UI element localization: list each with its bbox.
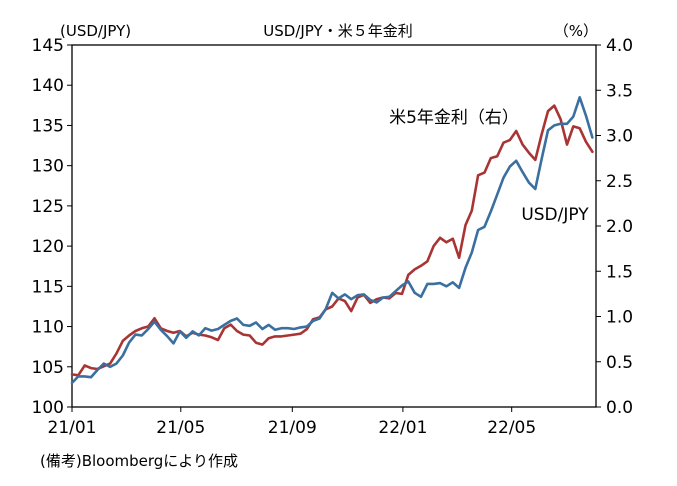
left-tick-label: 100 bbox=[32, 398, 64, 418]
right-axis-unit: （%） bbox=[554, 22, 598, 40]
left-tick-label: 115 bbox=[32, 277, 64, 297]
series-line-us5y-rate bbox=[70, 104, 594, 377]
right-tick-label: 3.0 bbox=[606, 127, 633, 147]
series-line-usdjpy bbox=[70, 96, 594, 385]
plot-frame bbox=[71, 44, 597, 408]
source-note: (備考)Bloombergにより作成 bbox=[40, 452, 239, 470]
left-tick-label: 135 bbox=[32, 116, 64, 136]
left-tick-label: 120 bbox=[32, 237, 64, 257]
series-label-rate: 米5年金利（右） bbox=[389, 108, 519, 128]
left-tick-label: 110 bbox=[32, 318, 64, 338]
x-tick-label: 22/05 bbox=[487, 418, 536, 438]
right-tick-label: 0.5 bbox=[606, 353, 633, 373]
chart-title: USD/JPY・米５年金利 bbox=[263, 22, 412, 40]
left-axis-unit: (USD/JPY) bbox=[60, 22, 131, 40]
left-tick-label: 125 bbox=[32, 197, 64, 217]
series-label-usdjpy: USD/JPY bbox=[521, 205, 589, 225]
right-tick-label: 1.0 bbox=[606, 308, 633, 328]
x-tick-label: 22/01 bbox=[378, 418, 427, 438]
x-tick-label: 21/05 bbox=[156, 418, 205, 438]
right-tick-label: 1.5 bbox=[606, 262, 633, 282]
x-tick-label: 21/01 bbox=[48, 418, 97, 438]
left-tick-label: 130 bbox=[32, 157, 64, 177]
right-tick-label: 0.0 bbox=[606, 398, 633, 418]
right-tick-label: 2.5 bbox=[606, 172, 633, 192]
left-tick-label: 105 bbox=[32, 358, 64, 378]
right-tick-label: 2.0 bbox=[606, 217, 633, 237]
x-tick-label: 21/09 bbox=[268, 418, 317, 438]
left-tick-label: 145 bbox=[32, 36, 64, 56]
right-tick-label: 3.5 bbox=[606, 81, 633, 101]
left-tick-label: 140 bbox=[32, 76, 64, 96]
right-tick-label: 4.0 bbox=[606, 36, 633, 56]
